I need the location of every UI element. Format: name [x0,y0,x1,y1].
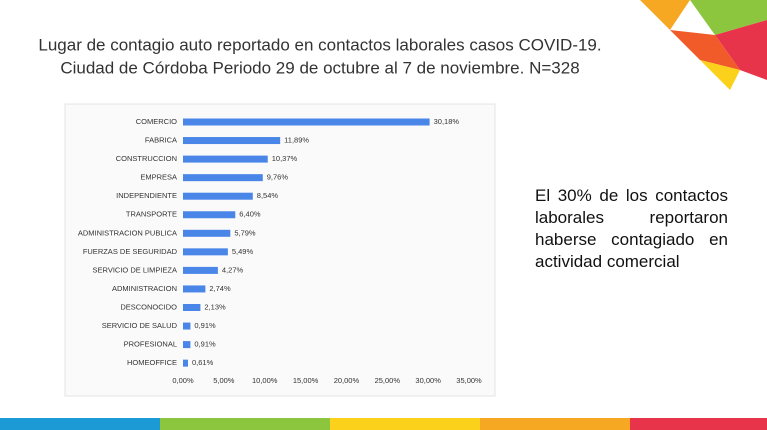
value-label: 5,79% [234,228,256,237]
value-label: 4,27% [222,265,244,274]
x-tick-label: 15,00% [293,376,319,385]
x-tick-label: 25,00% [375,376,401,385]
value-label: 2,13% [204,302,226,311]
decor [640,0,690,30]
value-label: 0,91% [194,321,216,330]
x-tick-label: 35,00% [456,376,482,385]
y-tick-label: ADMINISTRACION PUBLICA [78,228,177,237]
y-tick-label: INDEPENDIENTE [116,191,177,200]
value-label: 30,18% [434,117,460,126]
value-label: 5,49% [232,247,254,256]
x-tick-label: 0,00% [172,376,194,385]
y-tick-label: FABRICA [145,136,177,145]
y-tick-label: ADMINISTRACION [112,284,177,293]
decor [715,20,767,80]
y-tick-label: SERVICIO DE LIMPIEZA [93,265,177,274]
decor [0,418,160,430]
decor [670,30,740,70]
y-tick-label: DESCONOCIDO [120,302,177,311]
bar [183,285,206,293]
y-tick-label: FUERZAS DE SEGURIDAD [83,247,178,256]
value-label: 0,61% [192,358,214,367]
decor [630,418,767,430]
bar [183,266,218,274]
decor [330,418,480,430]
chart-title: Lugar de contagio auto reportado en cont… [38,35,601,54]
y-tick-label: HOMEOFFICE [127,358,177,367]
value-label: 8,54% [257,191,279,200]
value-label: 0,91% [194,340,216,349]
value-label: 9,76% [267,173,289,182]
plot-frame [64,103,496,397]
decor [480,418,630,430]
y-tick-label: PROFESIONAL [124,340,177,349]
value-label: 2,74% [209,284,231,293]
bar [183,192,253,200]
value-label: 6,40% [239,210,261,219]
x-tick-label: 5,00% [213,376,235,385]
x-tick-label: 10,00% [252,376,278,385]
annotation: El 30% de los contactos laborales report… [535,186,728,271]
y-tick-label: CONSTRUCCION [116,154,177,163]
bar [183,322,191,330]
y-tick-label: COMERCIO [136,117,177,126]
y-tick-label: SERVICIO DE SALUD [102,321,178,330]
y-tick-label: EMPRESA [140,173,177,182]
chart-subtitle: Ciudad de Córdoba Periodo 29 de octubre … [60,58,579,77]
bar [183,304,201,311]
decor [690,0,767,35]
decor [160,418,330,430]
bar [183,359,188,367]
x-tick-label: 30,00% [415,376,441,385]
bar [183,174,263,182]
x-tick-label: 20,00% [334,376,360,385]
bar [183,155,268,163]
bar [183,211,236,219]
bar [183,137,281,145]
value-label: 11,89% [284,136,309,145]
bar [183,341,191,349]
y-tick-label: TRANSPORTE [126,210,177,219]
bar [183,118,430,126]
bar [183,248,228,256]
bar [183,229,231,237]
decor [700,60,740,90]
value-label: 10,37% [272,154,298,163]
